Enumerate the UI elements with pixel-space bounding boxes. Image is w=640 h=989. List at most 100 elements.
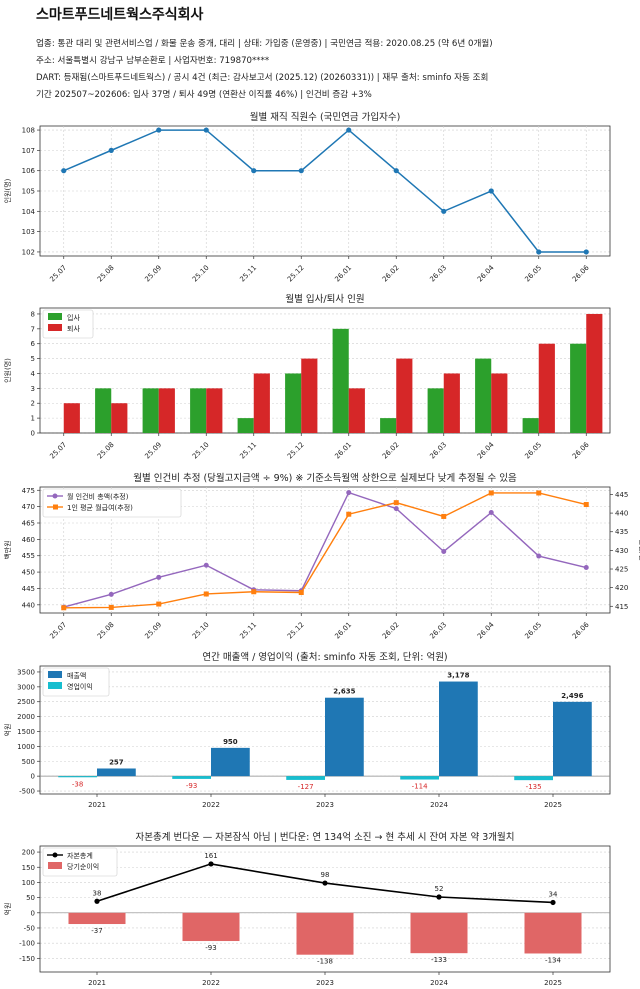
x-tick-label: 2021 [88,801,106,809]
x-tick-label: 26.04 [476,263,496,283]
x-tick-label: 25.11 [238,264,258,284]
data-point-employees [583,249,589,255]
x-tick-label: 26.01 [333,441,353,461]
y-tick-label: 450 [22,569,35,577]
legend-label: 월 인건비 총액(추정) [67,492,129,501]
legend-swatch [48,671,62,678]
data-point-employees [488,188,494,194]
chart-title: 월별 입사/퇴사 인원 [285,293,364,305]
y-tick-label: 106 [22,167,36,175]
x-tick-label: 26.04 [476,440,496,460]
y-tick-label: 465 [22,520,35,528]
data-point-employees [251,168,257,174]
x-tick-label: 25.12 [286,621,306,641]
legend-box [42,488,182,518]
series-line-employees [63,129,587,253]
data-label-operating-profit: -38 [72,780,83,788]
x-tick-label: 25.11 [238,621,258,641]
data-label-revenue: 2,496 [561,692,583,700]
data-point-employees [441,208,447,214]
y-tick-label: 6 [31,340,36,348]
bar-revenue [97,768,136,777]
x-tick-label: 2022 [202,801,220,809]
bar-hires [332,328,349,433]
bar-hires [237,418,254,433]
data-point-avg-salary [251,589,257,595]
x-tick-label: 26.06 [571,263,591,283]
y-tick-label: -100 [19,940,35,948]
data-label-revenue: 3,178 [447,672,469,680]
data-point-employees [298,168,304,174]
bar-leavers [301,358,318,433]
bar-net-income [296,912,354,955]
legend-label: 1인 평균 월급여(추정) [67,503,133,512]
data-point-avg-salary [583,502,589,508]
y-tick-label: 7 [31,325,35,333]
data-label-operating-profit: -93 [186,782,197,790]
y-tick-label: 0 [31,430,35,438]
data-label-equity: 38 [93,889,102,897]
y-tick-label: 2500 [17,698,35,706]
data-point-total-cost [536,553,542,559]
data-point-employees [346,127,352,133]
data-point-total-cost [393,506,399,512]
y-tick-label: 2000 [17,713,35,721]
x-tick-label: 25.12 [286,441,306,461]
y-tick-label: 1 [31,415,35,423]
data-point-avg-salary [298,589,304,595]
x-tick-label: 25.07 [48,264,68,284]
data-point-employees [108,147,114,153]
y-tick-label: 1500 [17,728,35,736]
y-tick-label: 102 [22,248,35,256]
bar-net-income [524,912,582,954]
x-tick-label: 2021 [88,979,106,987]
data-label-net-income: -37 [91,927,102,935]
y-axis-label: 인원(명) [3,178,12,203]
legend-swatch [48,682,62,689]
plot-frame [39,125,611,257]
x-tick-label: 25.07 [48,621,68,641]
x-tick-label: 26.03 [428,264,448,284]
y-tick-label: 5 [31,355,35,363]
y-tick-label: 500 [22,758,35,766]
data-point-equity [208,861,214,867]
data-point-avg-salary [536,490,542,496]
bar-hires [380,418,397,433]
y-right-tick-label: 415 [615,603,628,611]
y-tick-label: 107 [22,147,35,155]
data-point-total-cost [203,562,209,568]
y-tick-label: 2 [31,400,35,408]
x-tick-label: 25.10 [191,621,211,641]
chart-title: 연간 매출액 / 영업이익 (출처: sminfo 자동 조회, 단위: 억원) [202,651,447,663]
legend-marker [53,504,58,510]
y-tick-label: 108 [22,127,35,135]
data-point-equity [322,880,328,886]
x-tick-label: 25.08 [96,264,116,284]
x-tick-label: 25.11 [238,441,258,461]
bar-revenue [325,697,364,777]
data-point-avg-salary [61,605,67,611]
y-tick-label: -500 [19,788,35,796]
data-label-revenue: 2,635 [333,688,355,696]
legend-swatch [48,862,62,869]
x-tick-label: 2025 [544,801,562,809]
bar-leavers [63,403,80,433]
info-line-period: 기간 202507~202606: 입사 37명 / 퇴사 49명 (연환산 이… [36,90,372,100]
data-point-avg-salary [393,500,399,506]
data-label-equity: 34 [549,890,558,898]
chart-title: 월별 재직 직원수 (국민연금 가입자수) [250,111,401,123]
y-tick-label: 445 [22,585,35,593]
bar-operating-profit [400,776,439,780]
bar-leavers [348,388,365,433]
data-point-avg-salary [346,511,352,517]
bar-hires [190,388,207,433]
x-tick-label: 25.07 [48,441,68,461]
data-label-net-income: -93 [205,944,216,952]
y-right-tick-label: 430 [615,547,628,555]
y-tick-label: 455 [22,552,35,560]
data-label-revenue: 950 [223,738,238,746]
x-tick-label: 26.04 [476,620,496,640]
y-right-tick-label: 420 [615,584,628,592]
data-point-total-cost [156,574,162,580]
